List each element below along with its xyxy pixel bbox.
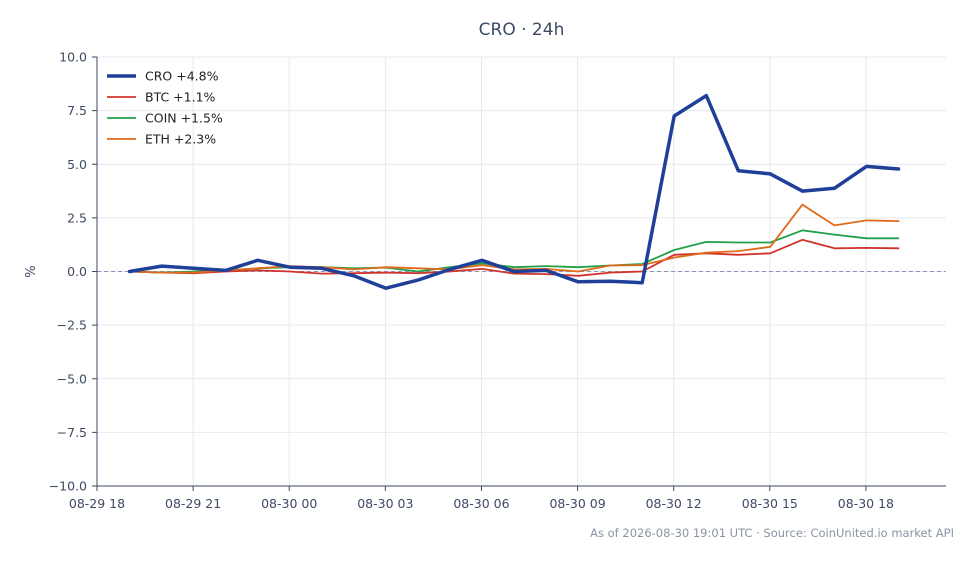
x-tick-label: 08-29 18: [69, 496, 125, 511]
y-tick-label: 2.5: [67, 210, 87, 225]
x-tick-label: 08-30 12: [646, 496, 702, 511]
y-tick-label: −10.0: [49, 479, 87, 494]
x-tick-label: 08-30 15: [742, 496, 798, 511]
legend-label-eth: ETH +2.3%: [145, 132, 216, 147]
y-axis-label: %: [24, 265, 39, 277]
y-tick-label: 7.5: [67, 103, 87, 118]
series-line-eth: [128, 203, 900, 274]
series-line-coin: [128, 229, 900, 274]
x-tick-label: 08-30 09: [549, 496, 605, 511]
source-footnote: As of 2026-08-30 19:01 UTC · Source: Coi…: [590, 526, 954, 540]
legend: CRO +4.8% BTC +1.1% COIN +1.5% ETH +2.3%: [107, 69, 223, 147]
y-tick-label: 5.0: [67, 157, 87, 172]
x-tick-label: 08-29 21: [165, 496, 221, 511]
series-lines: [127, 93, 901, 290]
legend-label-btc: BTC +1.1%: [145, 90, 216, 105]
y-tick-label: 0.0: [67, 264, 87, 279]
y-tick-label: 10.0: [59, 50, 87, 65]
y-tick-label: −5.0: [57, 371, 87, 386]
x-tick-label: 08-30 18: [838, 496, 894, 511]
x-tick-label: 08-30 03: [357, 496, 413, 511]
chart-title: CRO · 24h: [478, 20, 565, 40]
legend-label-cro: CRO +4.8%: [145, 69, 219, 84]
x-tick-label: 08-30 06: [453, 496, 509, 511]
legend-label-coin: COIN +1.5%: [145, 111, 223, 126]
series-line-btc: [128, 238, 900, 277]
y-tick-label: −2.5: [57, 318, 87, 333]
x-axis-ticks: 08-29 18 08-29 21 08-30 00 08-30 03 08-30 06…: [69, 486, 894, 511]
x-tick-label: 08-30 00: [261, 496, 317, 511]
y-tick-label: −7.5: [57, 425, 87, 440]
series-line-cro: [127, 93, 901, 290]
y-axis-ticks: 10.0 7.5 5.0 2.5 0.0 −2.5 −5.0 −7.5 −10.0: [49, 50, 97, 494]
